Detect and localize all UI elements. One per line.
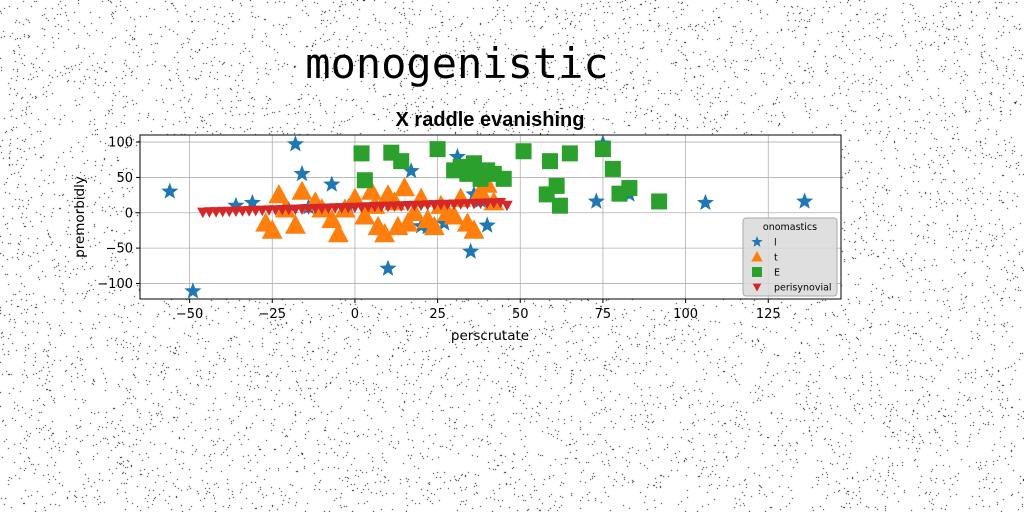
x-tick-label: 75	[595, 307, 612, 322]
data-point	[286, 135, 304, 152]
y-tick-label: 50	[116, 171, 133, 186]
x-tick-label: 100	[673, 307, 698, 322]
data-point	[796, 192, 814, 209]
data-point	[394, 177, 415, 197]
data-point	[587, 192, 605, 209]
data-point	[501, 200, 513, 212]
data-point	[356, 172, 373, 189]
legend-label: perisynovial	[774, 283, 832, 294]
data-point	[353, 145, 370, 162]
y-tick-label: −100	[97, 277, 133, 292]
data-point	[548, 177, 565, 194]
data-point	[261, 219, 283, 239]
y-axis-label: premorbidly	[72, 176, 88, 258]
data-point	[327, 223, 349, 243]
plot-area	[140, 135, 841, 299]
y-tick-label: 100	[108, 136, 133, 151]
data-point	[495, 170, 512, 187]
data-point	[551, 197, 568, 214]
legend-label: t	[774, 253, 778, 264]
data-point	[465, 155, 482, 172]
legend-label: l	[774, 238, 777, 249]
data-point	[321, 208, 343, 229]
plot-frame	[139, 134, 842, 300]
x-tick-label: −25	[259, 307, 286, 322]
legend-marker	[751, 236, 763, 247]
data-point	[478, 216, 496, 233]
x-tick-label: 0	[351, 307, 359, 322]
data-point	[379, 259, 397, 276]
data-point	[227, 196, 245, 213]
data-marks	[161, 134, 814, 299]
data-point	[243, 193, 261, 211]
data-point	[494, 198, 507, 209]
data-point	[293, 164, 311, 182]
y-tick-label: −50	[106, 242, 133, 257]
chart-title: X raddle evanishing	[396, 109, 585, 131]
x-axis-label: perscrutate	[451, 328, 529, 344]
data-point	[354, 205, 376, 225]
legend-title: onomastics	[763, 222, 817, 233]
y-tick-label: 0	[125, 206, 133, 221]
data-point	[462, 242, 480, 259]
data-point	[515, 143, 532, 160]
page-heading: monogenistic	[305, 39, 608, 88]
x-tick-label: 50	[512, 307, 529, 322]
data-point	[561, 145, 578, 162]
data-point	[423, 215, 445, 236]
data-point	[361, 180, 382, 200]
data-point	[291, 180, 313, 200]
data-point	[184, 282, 202, 299]
x-tick-label: 25	[429, 307, 446, 322]
legend-label: E	[774, 268, 780, 279]
data-point	[594, 141, 611, 158]
legend-box	[742, 217, 838, 297]
series-e	[353, 141, 668, 214]
x-tick-label: −50	[176, 307, 203, 322]
data-point	[463, 219, 485, 239]
data-point	[443, 205, 465, 225]
data-point	[621, 180, 638, 197]
data-point	[448, 147, 466, 165]
axis-ticks: −50 −25 0 25 50 75 100 125 −100 −50 0 50 100	[97, 136, 780, 322]
data-point	[651, 193, 668, 210]
data-point	[344, 187, 366, 207]
data-point	[696, 193, 714, 211]
data-point	[393, 153, 410, 170]
data-point	[397, 212, 419, 232]
data-point	[374, 223, 396, 243]
data-point	[404, 201, 425, 221]
data-point	[435, 214, 453, 231]
data-point	[161, 182, 179, 199]
legend-marker	[752, 283, 762, 292]
data-point	[268, 184, 290, 204]
data-point	[604, 160, 621, 177]
legend-marker	[751, 251, 763, 262]
data-point	[285, 214, 306, 234]
data-point	[323, 175, 341, 192]
legend-marker	[752, 267, 762, 277]
data-point	[542, 153, 559, 170]
data-point	[334, 198, 356, 218]
x-tick-label: 125	[756, 307, 781, 322]
data-point	[402, 162, 420, 179]
data-point	[429, 141, 446, 158]
series-perisynovial	[197, 198, 513, 219]
